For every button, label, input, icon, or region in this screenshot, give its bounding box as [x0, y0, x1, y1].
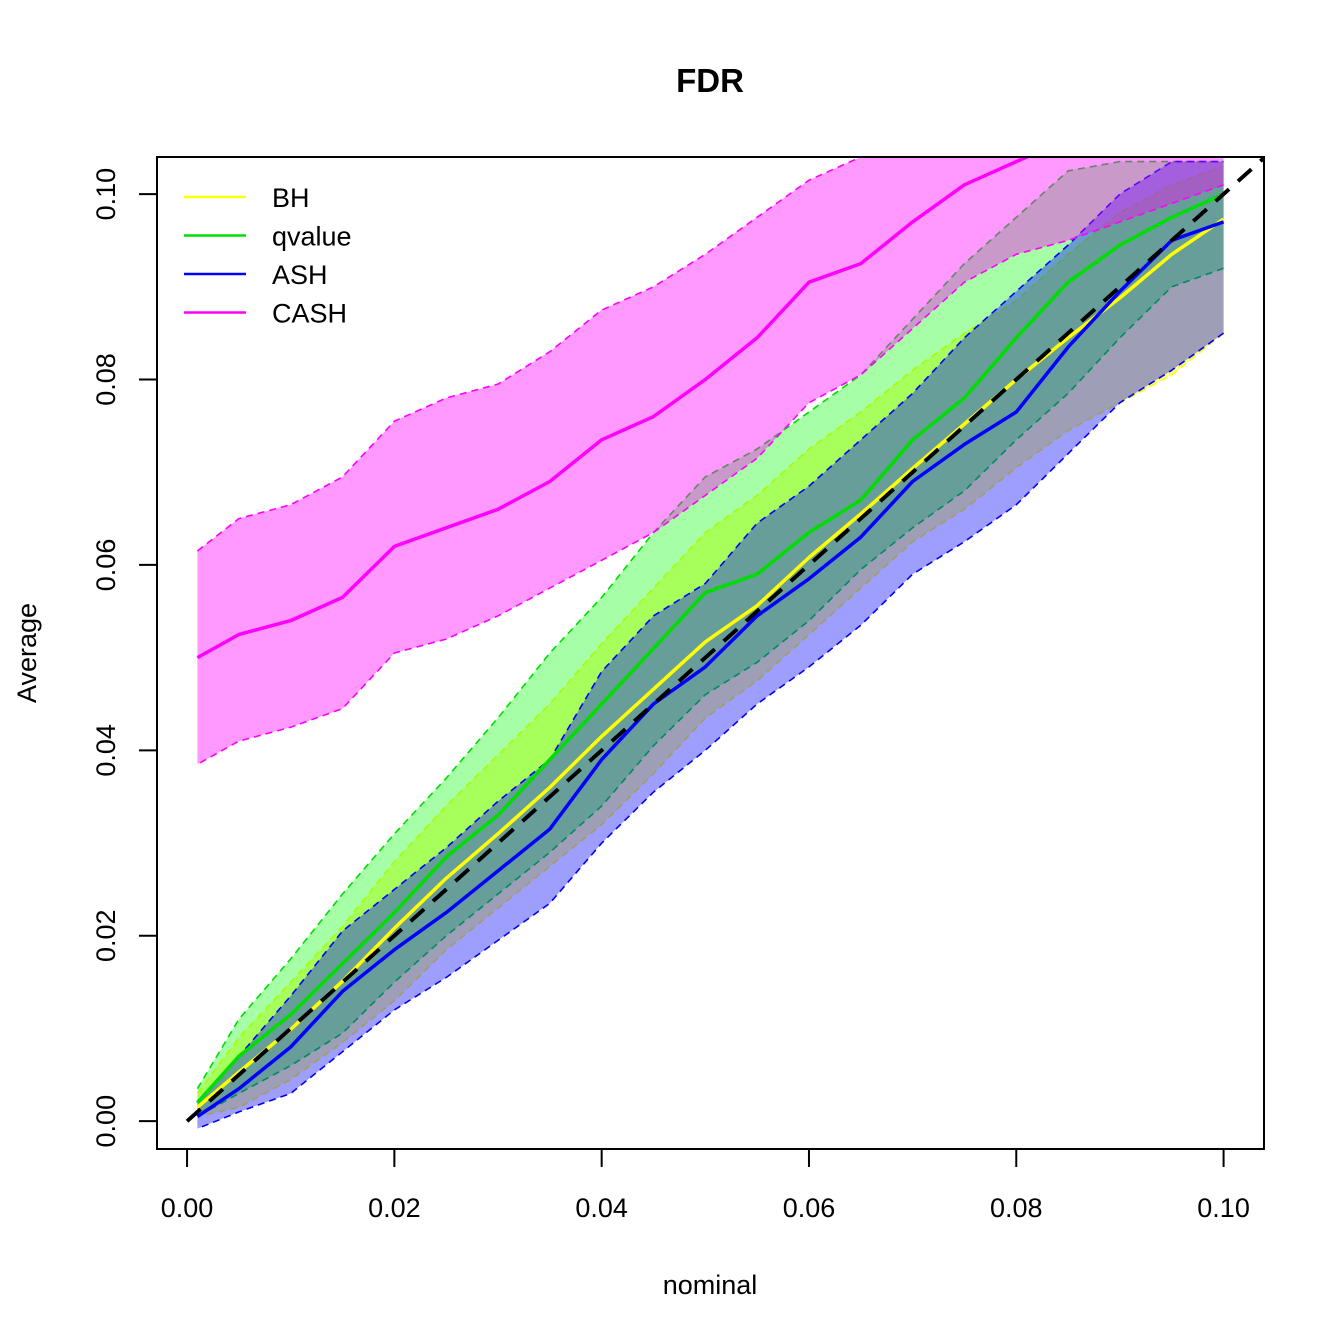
x-axis-label: nominal [663, 1270, 758, 1300]
x-tick-label: 0.08 [990, 1193, 1043, 1223]
chart-title: FDR [676, 62, 744, 99]
qvalue-line [196, 192, 1225, 1104]
x-axis: 0.00 0.02 0.04 0.06 0.08 0.10 [161, 1148, 1250, 1223]
legend-label-ash: ASH [272, 260, 328, 290]
legend-label-cash: CASH [272, 299, 347, 329]
bh-lower-bound [197, 332, 1225, 1118]
cash-band [197, 157, 1224, 765]
ash-lower-bound [197, 332, 1225, 1130]
x-tick-label: 0.06 [783, 1193, 836, 1223]
x-tick-label: 0.00 [161, 1193, 214, 1223]
x-tick-label: 0.10 [1197, 1193, 1250, 1223]
ash-line [196, 220, 1225, 1119]
y-tick-label: 0.06 [91, 539, 121, 592]
y-axis: 0.00 0.02 0.04 0.06 0.08 0.10 [91, 168, 158, 1148]
y-tick-label: 0.02 [91, 909, 121, 962]
bh-line [196, 217, 1225, 1109]
ash-band [197, 161, 1224, 1129]
y-axis-label: Average [12, 603, 42, 703]
y-tick-label: 0.00 [91, 1095, 121, 1148]
identity-reference-line [185, 157, 1264, 1123]
legend-item-qvalue: qvalue [184, 222, 352, 252]
bh-upper-bound [196, 165, 1224, 1094]
series-lines [196, 157, 1225, 1119]
legend-item-cash: CASH [184, 299, 347, 329]
y-tick-label: 0.08 [91, 353, 121, 406]
legend-label-bh: BH [272, 183, 310, 213]
y-tick-label: 0.04 [91, 724, 121, 777]
y-tick-label: 0.10 [91, 168, 121, 221]
cash-line [196, 157, 1031, 660]
cash-lower-bound [197, 184, 1224, 765]
x-tick-label: 0.02 [368, 1193, 421, 1223]
x-tick-label: 0.04 [575, 1193, 628, 1223]
legend-item-ash: ASH [184, 260, 328, 290]
ash-upper-bound [196, 160, 1224, 1104]
bh-band [197, 166, 1224, 1117]
legend: BH qvalue ASH CASH [184, 183, 352, 329]
legend-item-bh: BH [184, 183, 310, 213]
qvalue-upper-bound [196, 160, 1224, 1090]
qvalue-lower-bound [197, 267, 1224, 1118]
legend-label-qvalue: qvalue [272, 222, 352, 252]
